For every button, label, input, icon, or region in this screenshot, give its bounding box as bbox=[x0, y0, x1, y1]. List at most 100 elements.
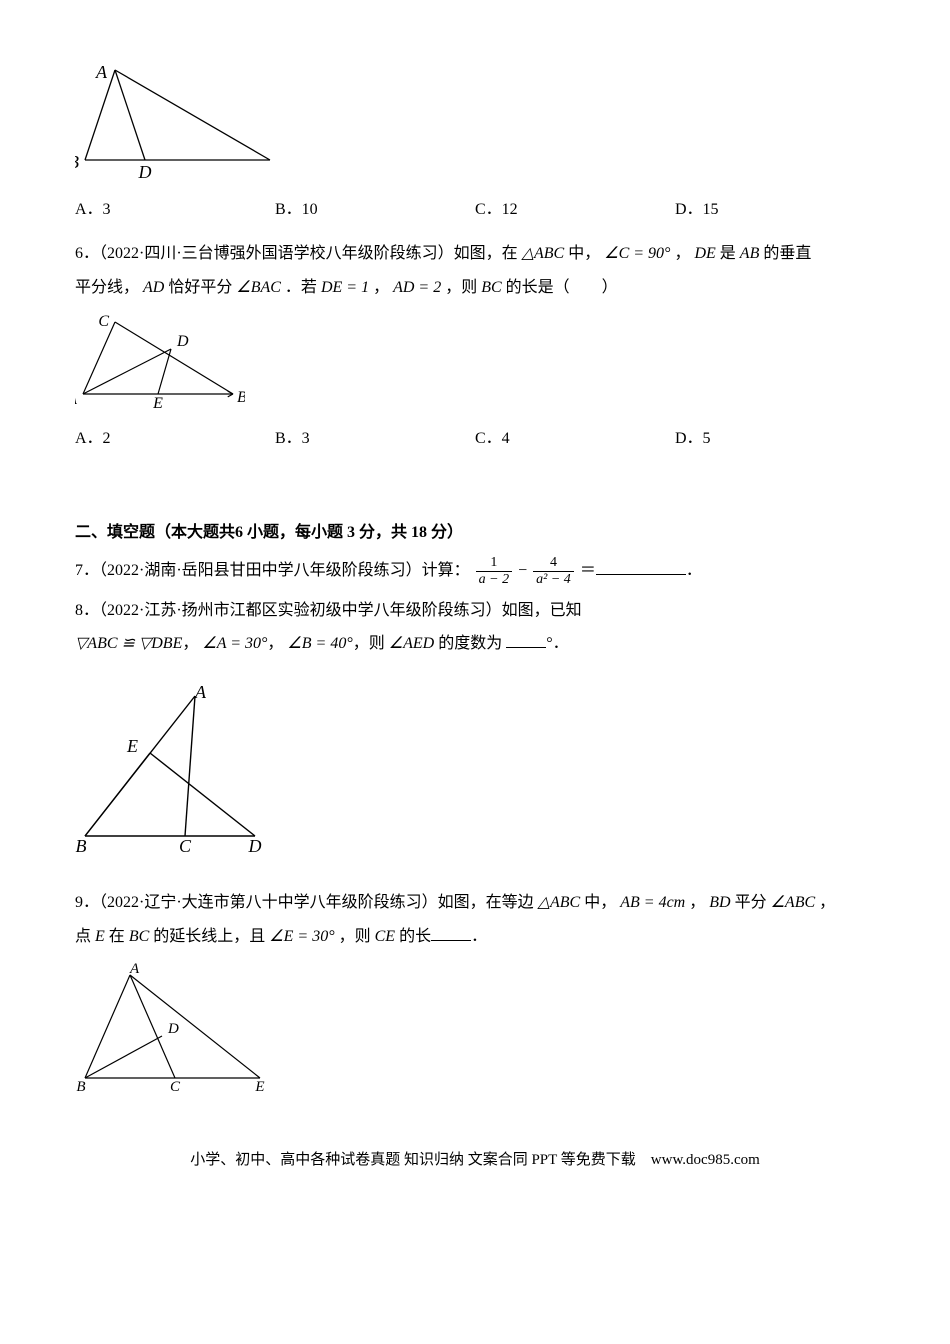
q6-t9: ，则 bbox=[445, 279, 477, 296]
q9-l2a: 点 bbox=[75, 928, 91, 945]
q6-t10: 的长是（ ） bbox=[506, 279, 618, 296]
svg-text:E: E bbox=[254, 1079, 264, 1093]
q7-dot: ． bbox=[686, 562, 702, 579]
q7-minus: − bbox=[518, 562, 531, 579]
q9-e: E bbox=[95, 928, 105, 945]
q9-tri: △ABC bbox=[538, 894, 581, 911]
q9-l2e: 的长 bbox=[399, 928, 431, 945]
q8-s2: ， bbox=[267, 635, 283, 652]
q6-de: DE bbox=[694, 245, 715, 262]
q9-blank bbox=[431, 924, 471, 941]
q7-f1n: 1 bbox=[476, 556, 512, 571]
q6-ab: AB bbox=[740, 245, 760, 262]
svg-text:C: C bbox=[170, 1079, 181, 1093]
q7-f2d: a² − 4 bbox=[533, 571, 574, 587]
svg-text:D: D bbox=[167, 1021, 179, 1037]
svg-text:C: C bbox=[98, 314, 109, 330]
q9-ab: AB = 4cm bbox=[620, 894, 685, 911]
q6-bac: ∠BAC bbox=[236, 279, 281, 296]
q6-ad2: AD = 2 bbox=[393, 279, 441, 296]
svg-text:D: D bbox=[138, 162, 152, 180]
s2-t2: 小题，每小题 bbox=[243, 524, 347, 541]
q5-opt-c: C．12 bbox=[475, 195, 675, 219]
q9-dot: ． bbox=[471, 928, 487, 945]
q9-s2: ， bbox=[819, 894, 835, 911]
q6-t1: 6．（2022·四川·三台博强外国语学校八年级阶段练习）如图，在 bbox=[75, 245, 518, 262]
svg-text:B: B bbox=[76, 836, 87, 856]
q6-figure: ABCDE bbox=[75, 314, 875, 414]
svg-text:B: B bbox=[237, 389, 245, 406]
q9-stem: 9．（2022·辽宁·大连市第八十中学八年级阶段练习）如图，在等边 △ABC 中… bbox=[75, 886, 875, 953]
q9-m2: 平分 bbox=[735, 894, 767, 911]
svg-text:D: D bbox=[248, 836, 262, 856]
q9-abc: ∠ABC bbox=[771, 894, 816, 911]
q5-figure: ABDC bbox=[75, 60, 875, 185]
q8-l1: 8．（2022·江苏·扬州市江都区实验初级中学八年级阶段练习）如图，已知 bbox=[75, 602, 582, 619]
q9-bc: BC bbox=[129, 928, 149, 945]
q8-t2: °． bbox=[546, 635, 568, 652]
q8-s1: ， bbox=[182, 635, 198, 652]
q6-t4: 的垂直 bbox=[763, 245, 811, 262]
footer-text: 小学、初中、高中各种试卷真题 知识归纳 文案合同 PPT 等免费下载 www.d… bbox=[190, 1152, 760, 1168]
q9-bd: BD bbox=[709, 894, 730, 911]
q6-opt-b: B．3 bbox=[275, 424, 475, 448]
q6-bc: BC bbox=[481, 279, 501, 296]
s2-pts: 3 bbox=[347, 524, 355, 541]
q6-t5: 平分线， bbox=[75, 279, 139, 296]
s2-t3: 分，共 bbox=[355, 524, 411, 541]
q8-cong: ▽ABC ≌ ▽DBE bbox=[75, 635, 182, 652]
page: ABDC A．3 B．10 C．12 D．15 6．（2022·四川·三台博强外… bbox=[0, 0, 950, 1199]
svg-text:E: E bbox=[126, 736, 138, 756]
q6-stem: 6．（2022·四川·三台博强外国语学校八年级阶段练习）如图，在 △ABC 中，… bbox=[75, 237, 875, 304]
q6-t6: 恰好平分 bbox=[168, 279, 232, 296]
q6-opt-d: D．5 bbox=[675, 424, 875, 448]
svg-text:B: B bbox=[75, 152, 79, 172]
q5-opt-d: D．15 bbox=[675, 195, 875, 219]
q6-ad: AD bbox=[143, 279, 164, 296]
s2-count: 6 bbox=[235, 524, 243, 541]
svg-text:B: B bbox=[76, 1079, 85, 1093]
q8-figure: BCDAE bbox=[75, 686, 875, 861]
footer: 小学、初中、高中各种试卷真题 知识归纳 文案合同 PPT 等免费下载 www.d… bbox=[75, 1148, 875, 1169]
svg-text:E: E bbox=[152, 395, 163, 409]
q8-ab: ∠B = 40° bbox=[287, 635, 352, 652]
q9-l2d: ，则 bbox=[339, 928, 371, 945]
q7-frac2: 4 a² − 4 bbox=[533, 556, 574, 587]
q6-opt-c: C．4 bbox=[475, 424, 675, 448]
q9-m1: 中， bbox=[584, 894, 616, 911]
q6-de1: DE = 1 bbox=[321, 279, 369, 296]
s2-t4: 分） bbox=[427, 524, 463, 541]
q6-ang: ∠C = 90° bbox=[604, 245, 670, 262]
q6-t2: 中， bbox=[568, 245, 600, 262]
q8-aa: ∠A = 30° bbox=[202, 635, 267, 652]
q9-l2b: 在 bbox=[109, 928, 125, 945]
q6-t3: ， bbox=[674, 245, 690, 262]
svg-text:A: A bbox=[194, 686, 207, 702]
q8-aed: ∠AED bbox=[389, 635, 434, 652]
svg-text:A: A bbox=[95, 62, 108, 82]
q8-stem: 8．（2022·江苏·扬州市江都区实验初级中学八年级阶段练习）如图，已知 ▽AB… bbox=[75, 594, 875, 661]
q5-options: A．3 B．10 C．12 D．15 bbox=[75, 195, 875, 219]
q6-opt-a: A．2 bbox=[75, 424, 275, 448]
q9-figure: B C E A D bbox=[75, 963, 875, 1098]
q8-t1: 的度数为 bbox=[434, 635, 506, 652]
q7-prefix: 7．（2022·湖南·岳阳县甘田中学八年级阶段练习）计算： bbox=[75, 562, 470, 579]
q7-f1d: a − 2 bbox=[476, 571, 512, 587]
q6-tri: △ABC bbox=[522, 245, 565, 262]
s2-total: 18 bbox=[411, 524, 427, 541]
q7-eq: ＝ bbox=[580, 562, 596, 579]
q9-ce: CE bbox=[375, 928, 395, 945]
q9-l2c: 的延长线上，且 bbox=[153, 928, 265, 945]
q7-blank bbox=[596, 558, 686, 575]
q6-t8: ， bbox=[373, 279, 389, 296]
q8-blank bbox=[506, 631, 546, 648]
section2-title: 二、填空题（本大题共6 小题，每小题 3 分，共 18 分） bbox=[75, 518, 875, 542]
q6-options: A．2 B．3 C．4 D．5 bbox=[75, 424, 875, 448]
q7-f2n: 4 bbox=[533, 556, 574, 571]
s2-t1: 二、填空题（本大题共 bbox=[75, 524, 235, 541]
q6-t3b: 是 bbox=[720, 245, 740, 262]
q9-p: 9．（2022·辽宁·大连市第八十中学八年级阶段练习）如图，在等边 bbox=[75, 894, 534, 911]
svg-text:A: A bbox=[129, 963, 140, 977]
q8-mid: ，则 bbox=[353, 635, 385, 652]
svg-text:A: A bbox=[75, 391, 77, 408]
